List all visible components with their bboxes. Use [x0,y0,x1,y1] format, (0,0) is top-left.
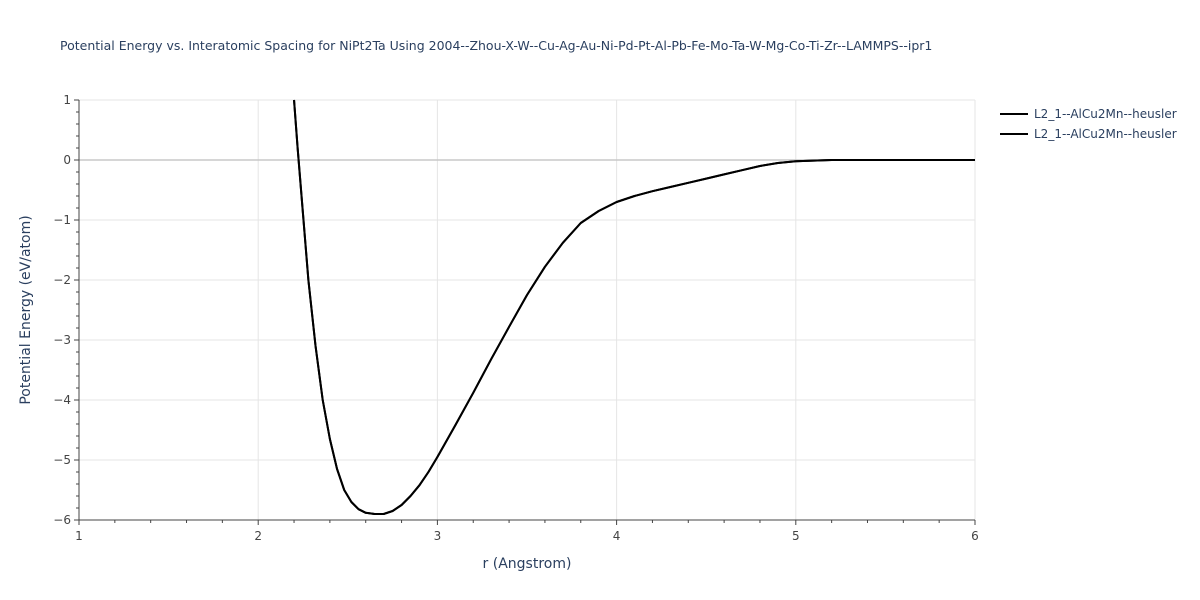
series-line-2 [293,99,975,515]
y-tick-label: 0 [63,153,71,167]
x-tick-label: 6 [971,529,979,543]
chart-title: Potential Energy vs. Interatomic Spacing… [60,38,932,53]
y-tick-label: 1 [63,93,71,107]
x-axis-title: r (Angstrom) [483,556,572,572]
legend-label-1[interactable]: L2_1--AlCu2Mn--heusler [1034,107,1177,121]
x-tick-label: 2 [254,529,262,543]
y-tick-label: −4 [53,393,71,407]
x-tick-label: 5 [792,529,800,543]
x-tick-label: 4 [613,529,621,543]
y-tick-label: −1 [53,213,71,227]
y-axis-title: Potential Energy (eV/atom) [18,215,34,404]
y-tick-label: −3 [53,333,71,347]
axes-layer: 1 2 3 4 5 6 1 0 −1 −2 −3 −4 −5 −6 [53,93,979,543]
y-tick-label: −5 [53,453,71,467]
grid-layer [79,99,976,520]
legend-label-2[interactable]: L2_1--AlCu2Mn--heusler [1034,127,1177,141]
legend[interactable]: L2_1--AlCu2Mn--heusler L2_1--AlCu2Mn--heu… [1000,107,1177,141]
series-layer [293,99,975,515]
x-tick-label: 3 [434,529,442,543]
y-tick-label: −6 [53,513,71,527]
y-tick-label: −2 [53,273,71,287]
x-tick-label: 1 [75,529,83,543]
